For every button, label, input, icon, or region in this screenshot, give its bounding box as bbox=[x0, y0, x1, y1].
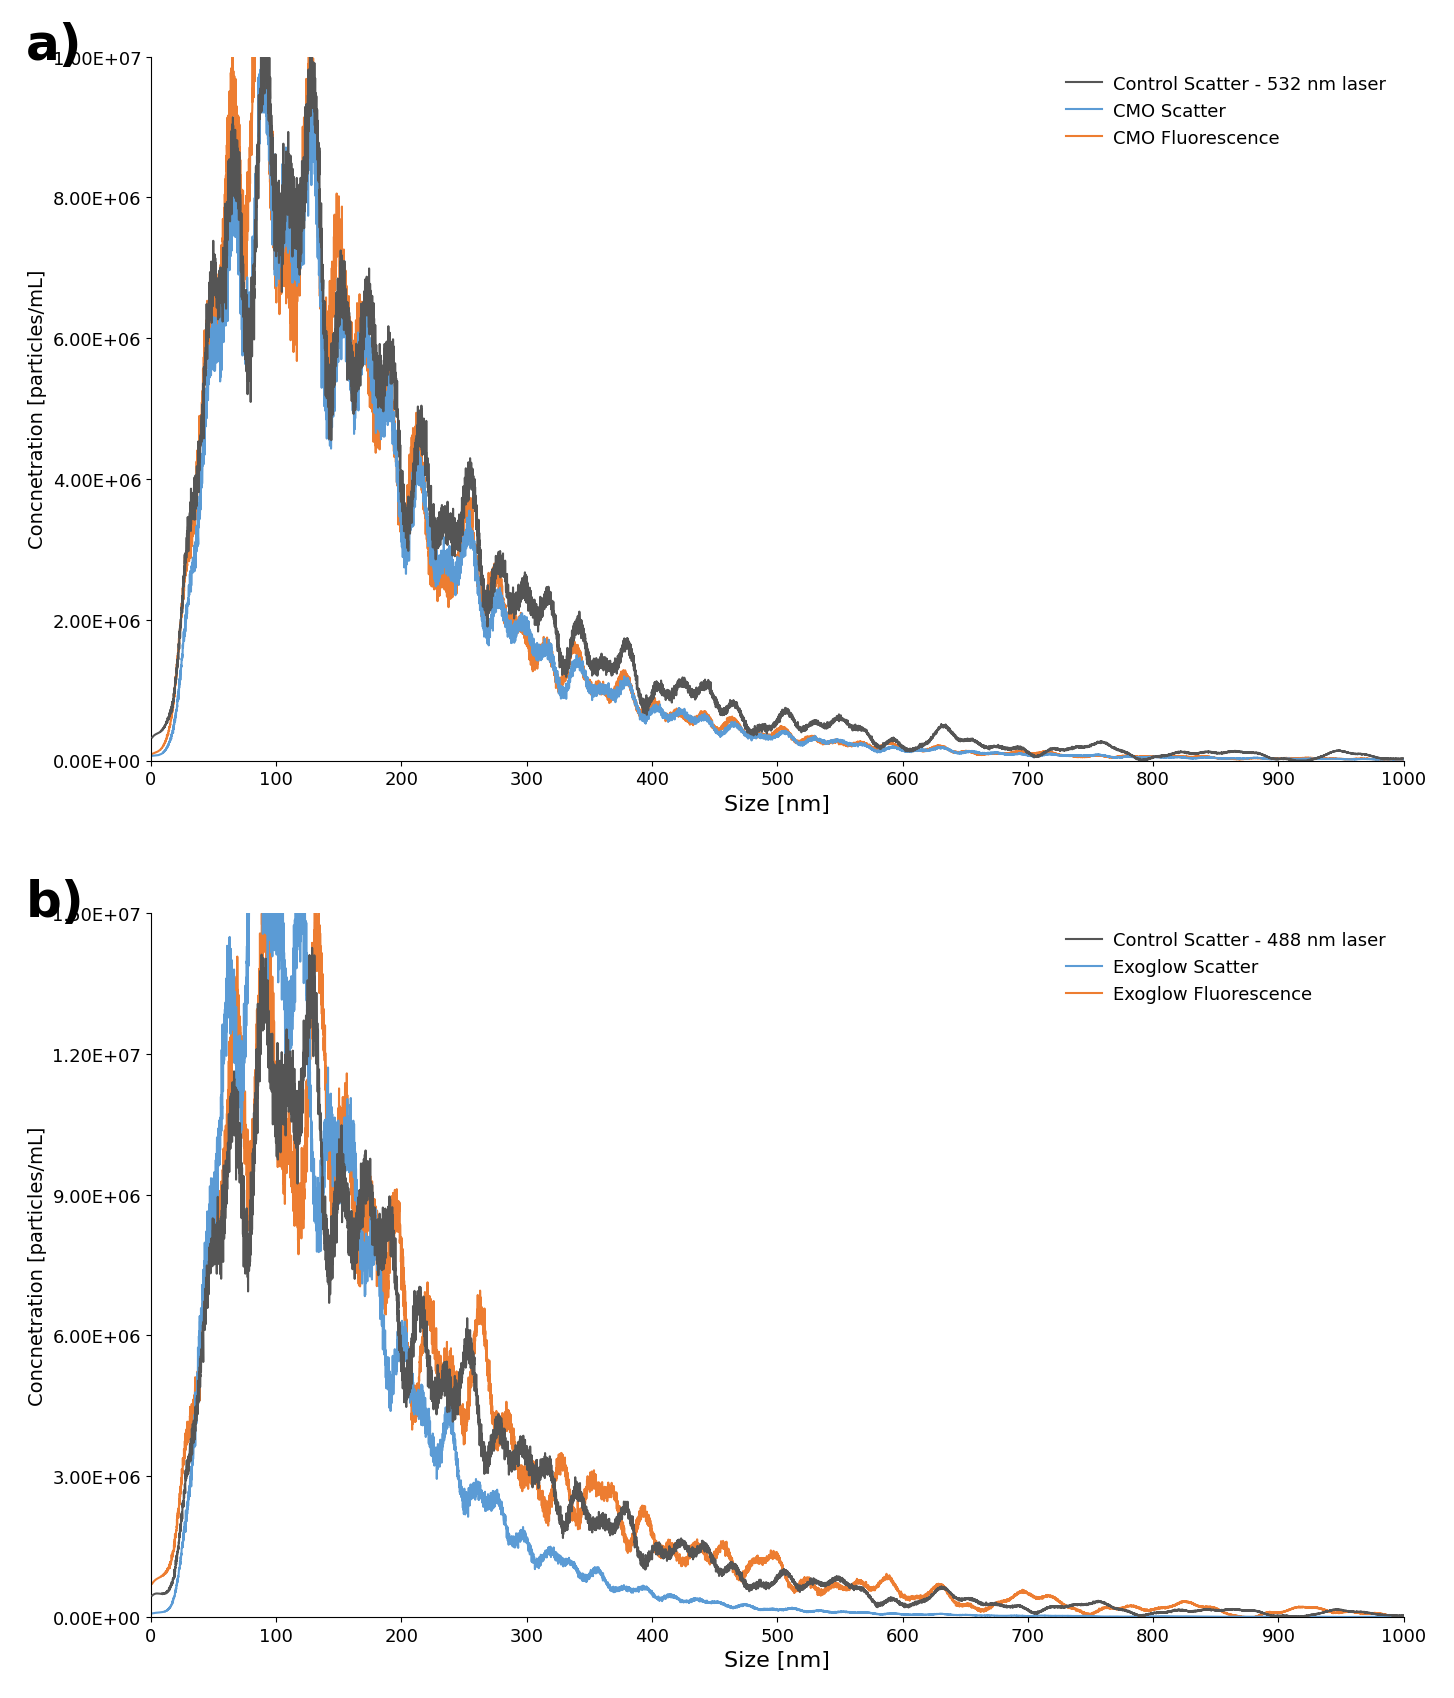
CMO Fluorescence bbox=[388, 453, 406, 474]
Control Scatter - 532 nm laser bbox=[388, 408, 406, 428]
Exoglow Fluorescence bbox=[150, 1569, 167, 1589]
Control Scatter - 488 nm laser bbox=[1394, 1605, 1412, 1625]
Control Scatter - 532 nm laser bbox=[1394, 749, 1412, 769]
CMO Fluorescence bbox=[1390, 751, 1407, 771]
CMO Fluorescence bbox=[144, 744, 161, 764]
Exoglow Scatter bbox=[388, 1321, 406, 1341]
Text: b): b) bbox=[26, 878, 84, 925]
X-axis label: Size [nm]: Size [nm] bbox=[724, 795, 830, 815]
CMO Fluorescence bbox=[1329, 749, 1346, 769]
Legend: Control Scatter - 488 nm laser, Exoglow Scatter, Exoglow Fluorescence: Control Scatter - 488 nm laser, Exoglow … bbox=[1057, 922, 1394, 1012]
Control Scatter - 532 nm laser bbox=[218, 246, 236, 267]
CMO Fluorescence bbox=[1394, 751, 1412, 771]
Control Scatter - 488 nm laser bbox=[1329, 1600, 1346, 1620]
Control Scatter - 532 nm laser bbox=[195, 384, 212, 404]
Exoglow Fluorescence bbox=[756, 1549, 774, 1569]
Exoglow Fluorescence bbox=[144, 1574, 161, 1594]
CMO Scatter bbox=[1394, 751, 1412, 771]
CMO Scatter bbox=[388, 455, 406, 475]
Control Scatter - 488 nm laser bbox=[150, 1583, 167, 1603]
Text: a): a) bbox=[26, 22, 83, 70]
CMO Scatter bbox=[1329, 749, 1346, 769]
Exoglow Scatter bbox=[756, 1600, 774, 1620]
Line: CMO Scatter: CMO Scatter bbox=[153, 17, 1403, 761]
X-axis label: Size [nm]: Size [nm] bbox=[724, 1650, 830, 1671]
CMO Scatter bbox=[195, 414, 212, 435]
Exoglow Scatter bbox=[144, 1603, 161, 1623]
Control Scatter - 532 nm laser bbox=[756, 717, 774, 737]
Control Scatter - 488 nm laser bbox=[1285, 1606, 1303, 1627]
Control Scatter - 488 nm laser bbox=[388, 1311, 406, 1331]
CMO Scatter bbox=[1374, 751, 1391, 771]
Line: Control Scatter - 532 nm laser: Control Scatter - 532 nm laser bbox=[153, 12, 1403, 761]
Control Scatter - 532 nm laser bbox=[1329, 740, 1346, 761]
CMO Scatter bbox=[756, 728, 774, 749]
Exoglow Fluorescence bbox=[1233, 1606, 1250, 1627]
Exoglow Fluorescence bbox=[257, 873, 275, 893]
Exoglow Fluorescence bbox=[195, 1294, 212, 1314]
Exoglow Fluorescence bbox=[388, 1223, 406, 1243]
CMO Scatter bbox=[218, 277, 236, 297]
Line: Exoglow Scatter: Exoglow Scatter bbox=[153, 725, 1403, 1616]
CMO Scatter bbox=[144, 745, 161, 766]
CMO Fluorescence bbox=[756, 725, 774, 745]
Control Scatter - 532 nm laser bbox=[1134, 751, 1152, 771]
Line: Exoglow Fluorescence: Exoglow Fluorescence bbox=[153, 883, 1403, 1616]
Line: CMO Fluorescence: CMO Fluorescence bbox=[153, 0, 1403, 761]
Exoglow Scatter bbox=[246, 715, 263, 735]
CMO Fluorescence bbox=[218, 146, 236, 166]
Legend: Control Scatter - 532 nm laser, CMO Scatter, CMO Fluorescence: Control Scatter - 532 nm laser, CMO Scat… bbox=[1057, 66, 1394, 156]
Exoglow Scatter bbox=[195, 1275, 212, 1296]
Control Scatter - 488 nm laser bbox=[144, 1586, 161, 1606]
Control Scatter - 488 nm laser bbox=[756, 1576, 774, 1596]
CMO Scatter bbox=[253, 7, 270, 27]
CMO Fluorescence bbox=[150, 742, 167, 762]
Exoglow Fluorescence bbox=[1394, 1606, 1412, 1627]
Control Scatter - 488 nm laser bbox=[195, 1299, 212, 1319]
Y-axis label: Concnetration [particles/mL]: Concnetration [particles/mL] bbox=[28, 1126, 47, 1404]
CMO Fluorescence bbox=[195, 377, 212, 397]
Exoglow Scatter bbox=[150, 1603, 167, 1623]
Exoglow Scatter bbox=[1394, 1606, 1412, 1627]
Control Scatter - 488 nm laser bbox=[218, 1153, 236, 1173]
Control Scatter - 488 nm laser bbox=[304, 937, 321, 958]
Exoglow Scatter bbox=[218, 954, 236, 975]
Control Scatter - 532 nm laser bbox=[144, 728, 161, 749]
Exoglow Fluorescence bbox=[218, 1126, 236, 1146]
Line: Control Scatter - 488 nm laser: Control Scatter - 488 nm laser bbox=[153, 947, 1403, 1616]
Exoglow Scatter bbox=[1333, 1606, 1351, 1627]
Y-axis label: Concnetration [particles/mL]: Concnetration [particles/mL] bbox=[28, 270, 47, 548]
Control Scatter - 532 nm laser bbox=[257, 2, 275, 22]
Exoglow Scatter bbox=[1329, 1606, 1346, 1627]
Exoglow Fluorescence bbox=[1329, 1603, 1346, 1623]
Control Scatter - 532 nm laser bbox=[150, 723, 167, 744]
CMO Scatter bbox=[150, 745, 167, 766]
